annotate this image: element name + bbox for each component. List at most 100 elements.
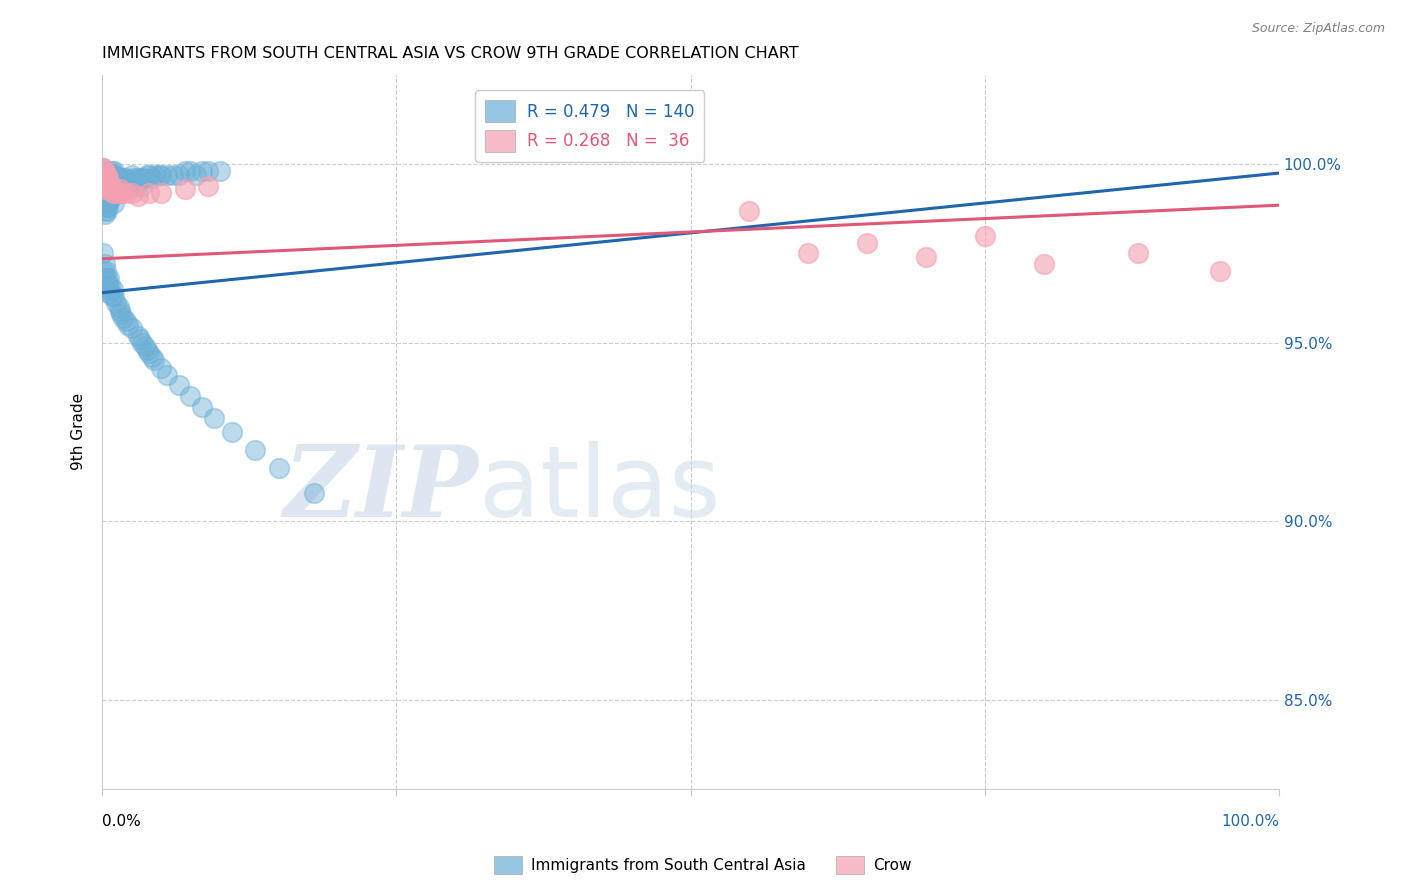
Point xyxy=(1032,257,1054,271)
Point xyxy=(100,178,122,193)
Point xyxy=(93,168,115,182)
Y-axis label: 9th Grade: 9th Grade xyxy=(72,393,86,470)
Point xyxy=(115,175,138,189)
Point xyxy=(131,178,153,193)
Point xyxy=(93,164,115,178)
Point xyxy=(128,175,150,189)
Point xyxy=(93,164,115,178)
Point xyxy=(94,186,117,200)
Point xyxy=(856,235,879,250)
Point xyxy=(101,282,124,296)
Point xyxy=(121,186,143,200)
Point xyxy=(93,171,115,186)
Point xyxy=(114,171,136,186)
Point xyxy=(302,485,325,500)
Point xyxy=(108,303,131,318)
Point xyxy=(98,271,121,285)
Point xyxy=(141,350,163,364)
Point xyxy=(107,186,129,200)
Point xyxy=(131,335,153,350)
Point xyxy=(167,168,190,182)
Point xyxy=(108,171,131,186)
Point xyxy=(103,178,125,193)
Point xyxy=(127,328,149,343)
Point xyxy=(1126,246,1149,260)
Point xyxy=(97,200,120,214)
Point xyxy=(208,164,231,178)
Point xyxy=(93,186,115,200)
Point xyxy=(93,193,115,207)
Point xyxy=(173,182,195,196)
Point xyxy=(93,257,115,271)
Point xyxy=(103,171,125,186)
Point xyxy=(93,189,115,203)
Point xyxy=(97,182,120,196)
Point xyxy=(179,389,201,403)
Legend: R = 0.479   N = 140, R = 0.268   N =  36: R = 0.479 N = 140, R = 0.268 N = 36 xyxy=(475,90,704,161)
Point xyxy=(97,182,120,196)
Point xyxy=(221,425,243,439)
Text: IMMIGRANTS FROM SOUTH CENTRAL ASIA VS CROW 9TH GRADE CORRELATION CHART: IMMIGRANTS FROM SOUTH CENTRAL ASIA VS CR… xyxy=(103,46,799,62)
Point xyxy=(93,207,115,221)
Point xyxy=(128,332,150,346)
Point xyxy=(93,175,115,189)
Point xyxy=(104,186,127,200)
Point xyxy=(127,171,149,186)
Point xyxy=(103,182,125,196)
Point xyxy=(93,196,115,211)
Point xyxy=(93,161,115,175)
Point xyxy=(100,175,122,189)
Point xyxy=(93,161,115,175)
Point xyxy=(202,410,225,425)
Point xyxy=(112,310,135,325)
Point xyxy=(112,171,135,186)
Point xyxy=(173,164,195,178)
Point xyxy=(97,278,120,293)
Point xyxy=(93,178,115,193)
Point xyxy=(150,186,173,200)
Point xyxy=(98,285,121,300)
Point xyxy=(94,200,117,214)
Point xyxy=(94,193,117,207)
Point xyxy=(150,360,173,375)
Point xyxy=(96,203,118,218)
Point xyxy=(191,164,214,178)
Point xyxy=(98,175,121,189)
Point xyxy=(103,289,125,303)
Point xyxy=(94,178,117,193)
Point xyxy=(103,164,125,178)
Point xyxy=(103,186,125,200)
Point xyxy=(94,264,117,278)
Point xyxy=(129,171,152,186)
Text: atlas: atlas xyxy=(479,441,720,538)
Point xyxy=(98,168,121,182)
Point xyxy=(114,186,136,200)
Point xyxy=(105,182,128,196)
Point xyxy=(121,321,143,335)
Point xyxy=(167,378,190,392)
Point xyxy=(100,178,122,193)
Point xyxy=(110,171,132,186)
Text: ZIP: ZIP xyxy=(284,441,479,537)
Point xyxy=(93,171,115,186)
Point xyxy=(124,178,146,193)
Point xyxy=(973,228,995,243)
Point xyxy=(114,314,136,328)
Legend: Immigrants from South Central Asia, Crow: Immigrants from South Central Asia, Crow xyxy=(488,850,918,880)
Point xyxy=(121,168,143,182)
Point xyxy=(93,186,115,200)
Point xyxy=(100,164,122,178)
Point xyxy=(107,186,129,200)
Point xyxy=(162,168,184,182)
Point xyxy=(93,196,115,211)
Point xyxy=(93,189,115,203)
Point xyxy=(93,203,115,218)
Point xyxy=(197,178,219,193)
Point xyxy=(738,203,761,218)
Point xyxy=(96,178,118,193)
Point xyxy=(108,182,131,196)
Point xyxy=(101,186,124,200)
Point xyxy=(93,271,115,285)
Point xyxy=(138,346,160,360)
Point xyxy=(110,307,132,321)
